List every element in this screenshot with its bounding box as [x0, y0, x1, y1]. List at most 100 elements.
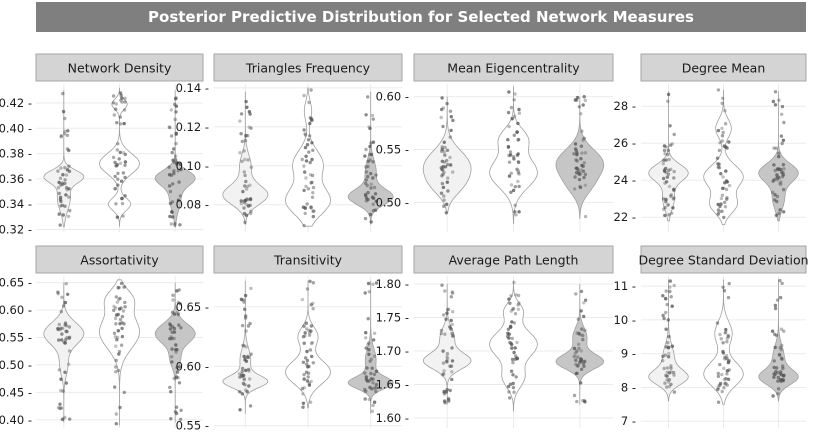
- data-point: [663, 296, 668, 301]
- data-point: [509, 369, 514, 373]
- data-point: [310, 118, 314, 122]
- data-point: [512, 114, 517, 119]
- data-point: [177, 180, 181, 184]
- data-point: [248, 183, 252, 187]
- data-point: [449, 364, 454, 368]
- data-point: [363, 371, 367, 375]
- data-point: [304, 184, 308, 189]
- data-point: [720, 209, 724, 213]
- data-point: [305, 327, 309, 331]
- y-tick-label: 1.75 -: [376, 311, 409, 325]
- data-point: [726, 295, 731, 300]
- data-point: [507, 390, 511, 394]
- y-tick-label: 28 -: [614, 99, 636, 113]
- data-point: [663, 181, 667, 185]
- data-point: [302, 372, 306, 377]
- data-point: [778, 346, 783, 350]
- data-point: [61, 109, 66, 114]
- data-point: [581, 337, 585, 342]
- data-point: [672, 196, 676, 200]
- y-tick-label: 11 -: [614, 279, 636, 293]
- data-point: [514, 354, 518, 358]
- data-point: [122, 285, 126, 289]
- data-point: [374, 389, 378, 394]
- data-point: [579, 157, 583, 161]
- data-point: [247, 110, 252, 114]
- data-point: [722, 186, 726, 190]
- data-point: [575, 349, 579, 353]
- data-point: [781, 378, 785, 383]
- data-point: [120, 96, 124, 101]
- data-point: [718, 362, 722, 367]
- data-point: [241, 189, 245, 194]
- data-point: [507, 297, 511, 301]
- data-point: [57, 191, 61, 196]
- data-point: [308, 279, 312, 283]
- data-point: [573, 147, 578, 151]
- data-point: [309, 379, 313, 384]
- data-point: [239, 297, 244, 301]
- data-point: [374, 369, 379, 373]
- data-point: [781, 138, 786, 142]
- data-point: [669, 382, 673, 387]
- data-point: [172, 330, 177, 334]
- data-point: [63, 300, 68, 305]
- data-point: [781, 364, 785, 368]
- data-point: [577, 331, 581, 336]
- data-point: [721, 175, 725, 179]
- data-point: [772, 372, 776, 376]
- data-point: [244, 179, 248, 184]
- panel-title: Network Density: [68, 61, 172, 76]
- data-point: [60, 332, 64, 336]
- data-point: [117, 157, 121, 161]
- data-point: [118, 296, 122, 301]
- data-point: [372, 386, 377, 390]
- data-point: [63, 116, 67, 121]
- data-point: [725, 356, 729, 361]
- data-point: [242, 298, 246, 302]
- data-point: [773, 193, 777, 197]
- data-point: [59, 134, 63, 138]
- data-point: [369, 357, 373, 361]
- data-point: [773, 306, 778, 311]
- data-point: [366, 281, 371, 286]
- data-point: [306, 187, 311, 191]
- data-point: [308, 121, 312, 126]
- data-point: [248, 377, 252, 381]
- data-point: [302, 164, 306, 168]
- data-point: [303, 206, 307, 210]
- data-point: [372, 331, 377, 335]
- data-point: [722, 386, 726, 390]
- data-point: [364, 377, 369, 381]
- data-point: [302, 377, 306, 381]
- data-point: [721, 285, 725, 289]
- data-point: [240, 323, 245, 328]
- data-point: [302, 324, 306, 328]
- data-point: [238, 151, 242, 155]
- data-point: [583, 183, 587, 187]
- data-point: [450, 331, 454, 336]
- data-point: [364, 336, 368, 340]
- data-point: [173, 221, 177, 226]
- data-point: [309, 205, 313, 209]
- data-point: [168, 385, 172, 390]
- violin-1: [222, 91, 269, 225]
- data-point: [515, 340, 519, 345]
- data-point: [513, 92, 517, 96]
- data-point: [724, 330, 728, 335]
- data-point: [310, 180, 314, 185]
- y-tick-label: 0.60 -: [376, 90, 409, 104]
- data-point: [243, 383, 247, 387]
- data-point: [366, 317, 370, 321]
- panel-7: Average Path Length 1.60 - 1.65 - 1.70 - 1.7…: [376, 245, 614, 428]
- data-point: [583, 359, 587, 363]
- data-point: [727, 358, 731, 363]
- data-point: [725, 336, 729, 341]
- data-point: [374, 386, 378, 390]
- violin-2: [703, 89, 744, 225]
- data-point: [374, 173, 378, 177]
- data-point: [301, 360, 306, 364]
- data-point: [114, 295, 119, 299]
- data-point: [723, 382, 727, 386]
- data-point: [508, 396, 512, 400]
